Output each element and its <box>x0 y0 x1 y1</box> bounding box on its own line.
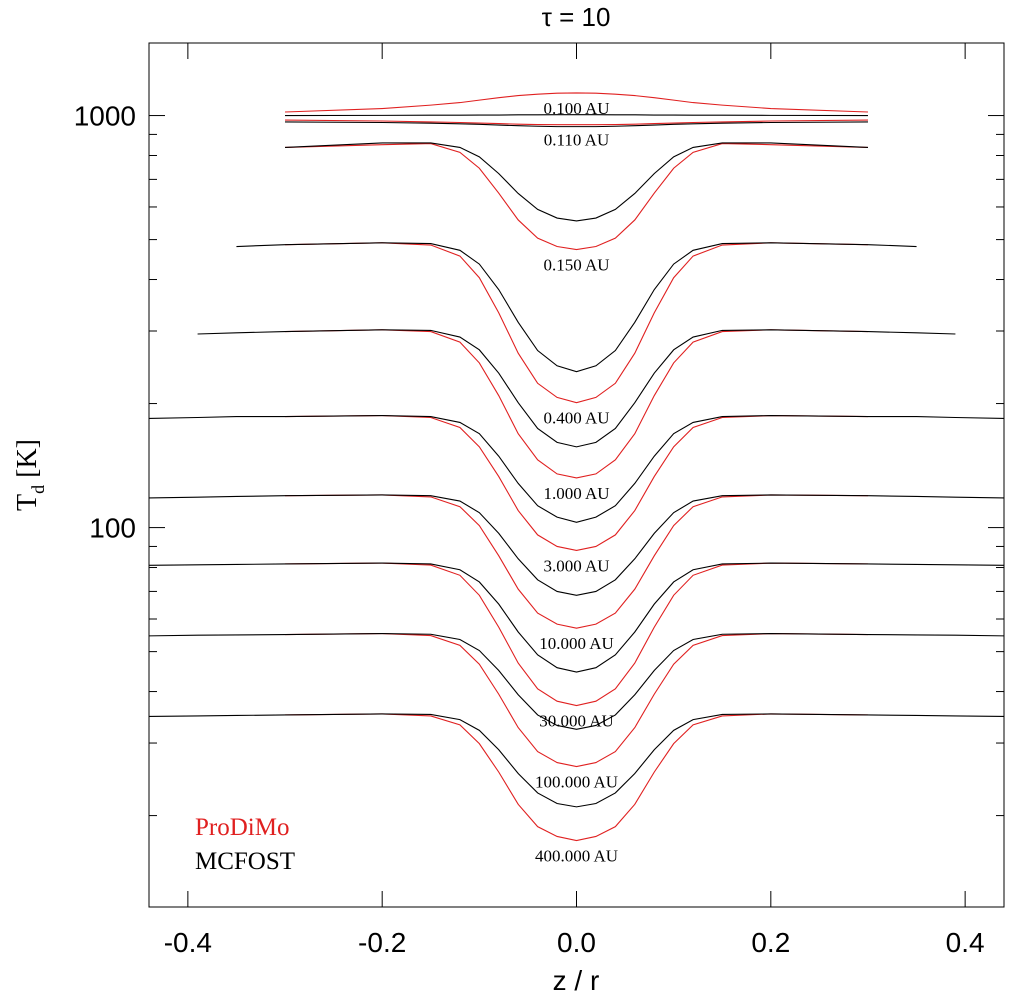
curve <box>285 562 868 707</box>
curve-label: 0.100 AU <box>543 99 609 118</box>
curve <box>285 494 868 629</box>
curve <box>285 329 868 479</box>
curve-label: 3.000 AU <box>543 556 609 575</box>
x-tick-label: 0.4 <box>946 927 985 958</box>
x-tick-label: 0.0 <box>557 927 596 958</box>
y-tick-label: 1000 <box>74 101 136 132</box>
x-tick-label: 0.2 <box>751 927 790 958</box>
curve <box>285 713 868 842</box>
curve <box>197 329 956 448</box>
curve-label: 30.000 AU <box>539 712 614 731</box>
x-axis-label: z / r <box>553 965 600 996</box>
y-label-main: T <box>12 494 43 511</box>
curve-label: 0.400 AU <box>543 409 609 428</box>
curve <box>284 142 869 222</box>
curve-label: 400.000 AU <box>535 847 618 866</box>
y-label-unit: [K] <box>12 439 43 485</box>
curve <box>285 633 868 768</box>
curve <box>285 143 868 251</box>
curve <box>285 92 868 113</box>
x-tick-label: -0.4 <box>164 927 212 958</box>
chart-title: τ = 10 <box>542 2 611 32</box>
curve <box>285 119 868 126</box>
curve <box>148 713 1005 808</box>
curve-label: 100.000 AU <box>535 773 618 792</box>
legend-entry: MCFOST <box>195 848 295 875</box>
y-tick-label: 100 <box>89 513 136 544</box>
curve <box>148 415 1005 523</box>
curve <box>285 415 868 552</box>
x-tick-label: -0.2 <box>358 927 406 958</box>
curve <box>285 242 868 404</box>
curve-label: 1.000 AU <box>543 484 609 503</box>
y-label-sub: d <box>28 485 48 494</box>
y-axis-label: Td [K] <box>12 439 48 511</box>
curve <box>148 633 1005 730</box>
curve-label: 10.000 AU <box>539 634 614 653</box>
legend-entry: ProDiMo <box>195 814 289 841</box>
curve <box>285 121 868 128</box>
curve-label: 0.110 AU <box>544 131 610 150</box>
curve <box>148 562 1005 673</box>
curve <box>285 114 868 117</box>
curve-label: 0.150 AU <box>543 256 609 275</box>
curve <box>236 242 917 373</box>
curve <box>148 494 1005 596</box>
